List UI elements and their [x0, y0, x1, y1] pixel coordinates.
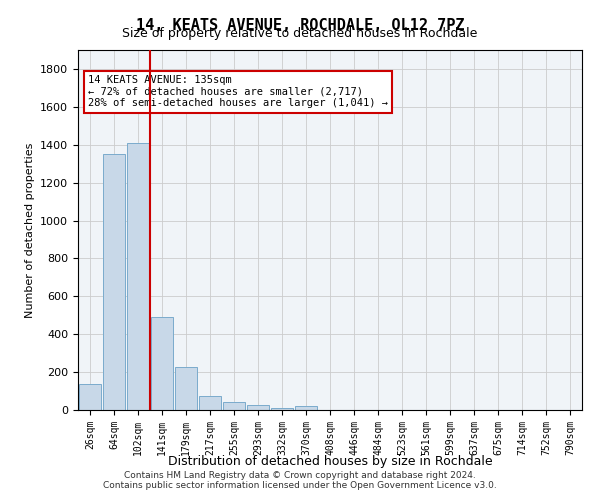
Y-axis label: Number of detached properties: Number of detached properties: [25, 142, 35, 318]
Bar: [223, 402, 245, 410]
Bar: [175, 368, 197, 410]
Bar: [151, 317, 173, 410]
Text: Size of property relative to detached houses in Rochdale: Size of property relative to detached ho…: [122, 28, 478, 40]
Text: 14, KEATS AVENUE, ROCHDALE, OL12 7PZ: 14, KEATS AVENUE, ROCHDALE, OL12 7PZ: [136, 18, 464, 32]
Text: 14 KEATS AVENUE: 135sqm
← 72% of detached houses are smaller (2,717)
28% of semi: 14 KEATS AVENUE: 135sqm ← 72% of detache…: [88, 75, 388, 108]
Bar: [295, 406, 317, 410]
Text: Distribution of detached houses by size in Rochdale: Distribution of detached houses by size …: [167, 455, 493, 468]
Bar: [271, 408, 293, 410]
Bar: [199, 396, 221, 410]
Bar: [247, 406, 269, 410]
Bar: [127, 143, 149, 410]
Text: Contains HM Land Registry data © Crown copyright and database right 2024.
Contai: Contains HM Land Registry data © Crown c…: [103, 470, 497, 490]
Bar: [103, 154, 125, 410]
Bar: [79, 384, 101, 410]
